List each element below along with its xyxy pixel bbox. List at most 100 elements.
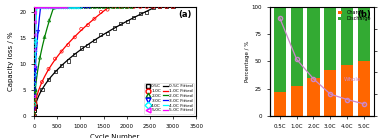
Bar xyxy=(291,87,303,116)
Point xyxy=(137,12,143,14)
Point xyxy=(65,44,71,46)
Point xyxy=(157,6,163,8)
Point xyxy=(33,6,39,8)
Point xyxy=(50,6,56,8)
Point xyxy=(46,19,52,21)
Point xyxy=(91,18,98,20)
Bar xyxy=(274,92,286,116)
Point xyxy=(31,49,37,51)
Point xyxy=(32,6,38,8)
Point xyxy=(33,89,39,91)
Point xyxy=(33,67,39,70)
Point xyxy=(56,6,62,8)
Point xyxy=(32,34,38,36)
Point xyxy=(31,74,37,76)
Point xyxy=(110,6,116,8)
Point xyxy=(51,7,57,9)
Point xyxy=(31,108,37,111)
Point xyxy=(73,6,79,8)
Point xyxy=(61,6,67,8)
Point xyxy=(32,44,38,47)
Point xyxy=(32,93,38,95)
Point xyxy=(32,105,38,107)
Point xyxy=(31,95,37,98)
Point xyxy=(69,6,75,8)
Point xyxy=(72,36,78,38)
Point xyxy=(101,6,107,8)
Point xyxy=(115,6,121,8)
Point xyxy=(124,6,130,8)
Point xyxy=(84,6,90,8)
Point xyxy=(144,6,150,8)
Bar xyxy=(307,78,319,116)
Point xyxy=(73,6,79,8)
Point xyxy=(50,6,56,8)
Point xyxy=(39,88,45,91)
Point xyxy=(39,81,45,83)
Point xyxy=(31,108,37,110)
Point xyxy=(35,31,41,33)
Point xyxy=(33,88,39,90)
Bar xyxy=(341,65,353,116)
Point xyxy=(72,54,78,56)
Point xyxy=(31,108,37,110)
Point xyxy=(32,70,38,72)
Point xyxy=(45,78,51,80)
Point xyxy=(58,6,64,8)
Point xyxy=(40,6,46,8)
Point xyxy=(33,67,39,69)
Point xyxy=(131,16,137,19)
Point xyxy=(45,6,51,8)
Point xyxy=(50,6,56,8)
Point xyxy=(32,74,38,76)
Point xyxy=(32,76,38,79)
Point xyxy=(32,103,38,105)
Point xyxy=(144,11,150,13)
Point xyxy=(33,105,39,107)
Point xyxy=(31,65,37,67)
Point xyxy=(59,6,65,8)
Point xyxy=(37,6,43,8)
Point xyxy=(64,6,70,8)
Point xyxy=(85,24,91,26)
Point xyxy=(44,6,50,8)
Point xyxy=(62,6,68,8)
Point xyxy=(32,89,38,92)
Point xyxy=(85,44,91,47)
Point xyxy=(64,6,70,8)
Point xyxy=(69,6,75,8)
Point xyxy=(45,68,51,70)
Point xyxy=(31,109,37,111)
Point xyxy=(59,50,65,53)
Point xyxy=(96,6,102,8)
Point xyxy=(118,6,124,8)
Point xyxy=(47,6,53,8)
Bar xyxy=(341,7,353,65)
Point xyxy=(78,47,84,49)
Point xyxy=(75,6,81,8)
Bar xyxy=(324,7,336,70)
Point xyxy=(42,36,48,38)
Point xyxy=(34,6,40,8)
Point xyxy=(104,9,110,11)
Point xyxy=(39,6,45,8)
Point xyxy=(81,6,87,8)
Point xyxy=(92,6,98,8)
Point xyxy=(163,6,169,8)
Point xyxy=(32,105,38,108)
Point xyxy=(49,6,55,8)
Point xyxy=(64,6,70,8)
Point xyxy=(54,6,60,8)
Point xyxy=(31,112,37,114)
Point xyxy=(67,6,73,8)
Point xyxy=(38,6,44,8)
Point xyxy=(52,70,58,72)
Point xyxy=(119,6,125,8)
Point xyxy=(124,21,130,23)
Point xyxy=(32,50,38,53)
Point xyxy=(65,60,71,62)
Point xyxy=(41,6,47,8)
Point xyxy=(52,6,58,8)
Bar xyxy=(291,7,303,87)
Point xyxy=(87,6,93,8)
